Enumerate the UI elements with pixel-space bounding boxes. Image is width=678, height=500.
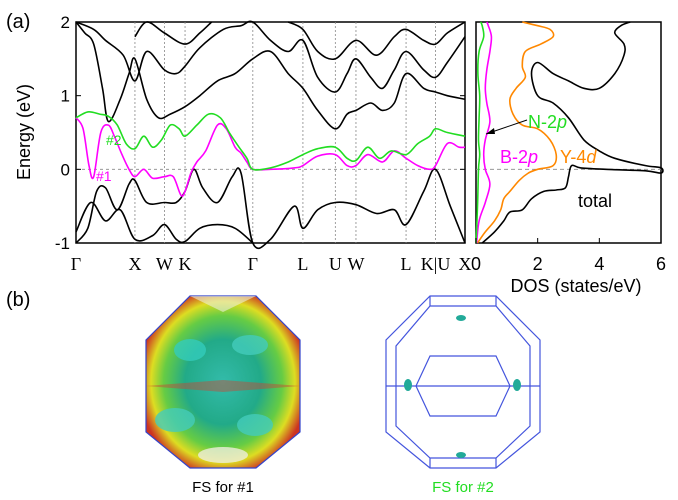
- fermi-surface-1: FS for #1: [145, 295, 301, 496]
- fs1-pocket: [174, 339, 206, 361]
- fs2-hexagon: [415, 355, 511, 417]
- b2p-label: B-2p: [500, 147, 538, 167]
- x-tick-label: 0: [471, 254, 481, 274]
- dos-x-axis-label: DOS (states/eV): [510, 276, 641, 296]
- y-tick-label: 2: [61, 13, 70, 32]
- dos-x-ticks: 0 2 4 6: [471, 238, 666, 274]
- band-y-axis-label: Energy (eV): [14, 84, 34, 180]
- band-line-b0: [75, 201, 254, 244]
- fs1-pocket: [198, 447, 248, 463]
- dos-plot-frame: [475, 21, 662, 244]
- band-line-band2: [75, 110, 466, 171]
- y-tick-label: -1: [55, 234, 70, 253]
- x-tick-label: 6: [656, 254, 666, 274]
- band-k-labels: Γ X W K Γ L U W L K|U X: [71, 254, 472, 274]
- n2p-label: N-2p: [528, 112, 567, 132]
- fs1-equator-band: [146, 380, 300, 392]
- kpath-gridlines: [76, 22, 465, 243]
- total-label: total: [578, 191, 612, 211]
- k-label: W: [156, 254, 173, 274]
- band-line-b1: [75, 167, 466, 250]
- fs1-pocket: [155, 408, 195, 432]
- y4d-label: Y-4d: [560, 147, 597, 167]
- band2-annotation: #2: [106, 132, 122, 148]
- fs2-pocket: [456, 452, 466, 458]
- k-label: X: [459, 254, 472, 274]
- k-label: K: [179, 254, 192, 274]
- dos-line-y4d: [476, 21, 558, 244]
- dos-plot: 0 2 4 6 DOS (states/eV) N-2p B-2p Y-4d tota…: [471, 21, 666, 296]
- panel-label-b: (b): [6, 289, 30, 311]
- k-label: U: [329, 254, 342, 274]
- x-tick-label: 4: [594, 254, 604, 274]
- dos-line-b2p: [475, 21, 493, 244]
- band-lines: [75, 20, 466, 250]
- fs2-caption: FS for #2: [432, 479, 494, 496]
- y-tick-label: 1: [61, 87, 70, 106]
- band-plot-frame: [75, 21, 466, 244]
- k-label: Γ: [248, 254, 258, 274]
- band-line-band1: [75, 117, 466, 197]
- band-line-b4: [134, 21, 213, 45]
- band1-annotation: #1: [96, 168, 112, 184]
- band-y-ticks: -1 0 1 2: [55, 13, 465, 253]
- k-label: L: [401, 254, 412, 274]
- dos-lines: [475, 21, 664, 244]
- k-label: Γ: [71, 254, 81, 274]
- fs1-caption: FS for #1: [192, 479, 254, 496]
- fs1-pocket: [232, 335, 268, 355]
- fs2-pocket: [404, 379, 412, 391]
- dos-line-total: [481, 21, 664, 244]
- k-label: W: [347, 254, 364, 274]
- fs2-pocket: [456, 315, 466, 321]
- panel-label-a: (a): [6, 11, 30, 33]
- k-label: K|U: [421, 254, 451, 274]
- k-label: L: [297, 254, 308, 274]
- fs2-pocket: [513, 379, 521, 391]
- band-line-b5: [287, 21, 466, 61]
- fermi-surface-2: [385, 295, 541, 469]
- x-tick-label: 2: [533, 254, 543, 274]
- dos-line-n2p: [475, 21, 485, 244]
- n2p-arrow-head: [486, 128, 495, 134]
- fs1-top-face: [190, 296, 256, 312]
- band-line-b3: [75, 20, 466, 93]
- k-label: X: [128, 254, 141, 274]
- y-tick-label: 0: [61, 160, 70, 179]
- fs2-zone-inner: [395, 305, 531, 459]
- fs1-pocket: [237, 414, 273, 436]
- band-line-b2: [75, 21, 466, 130]
